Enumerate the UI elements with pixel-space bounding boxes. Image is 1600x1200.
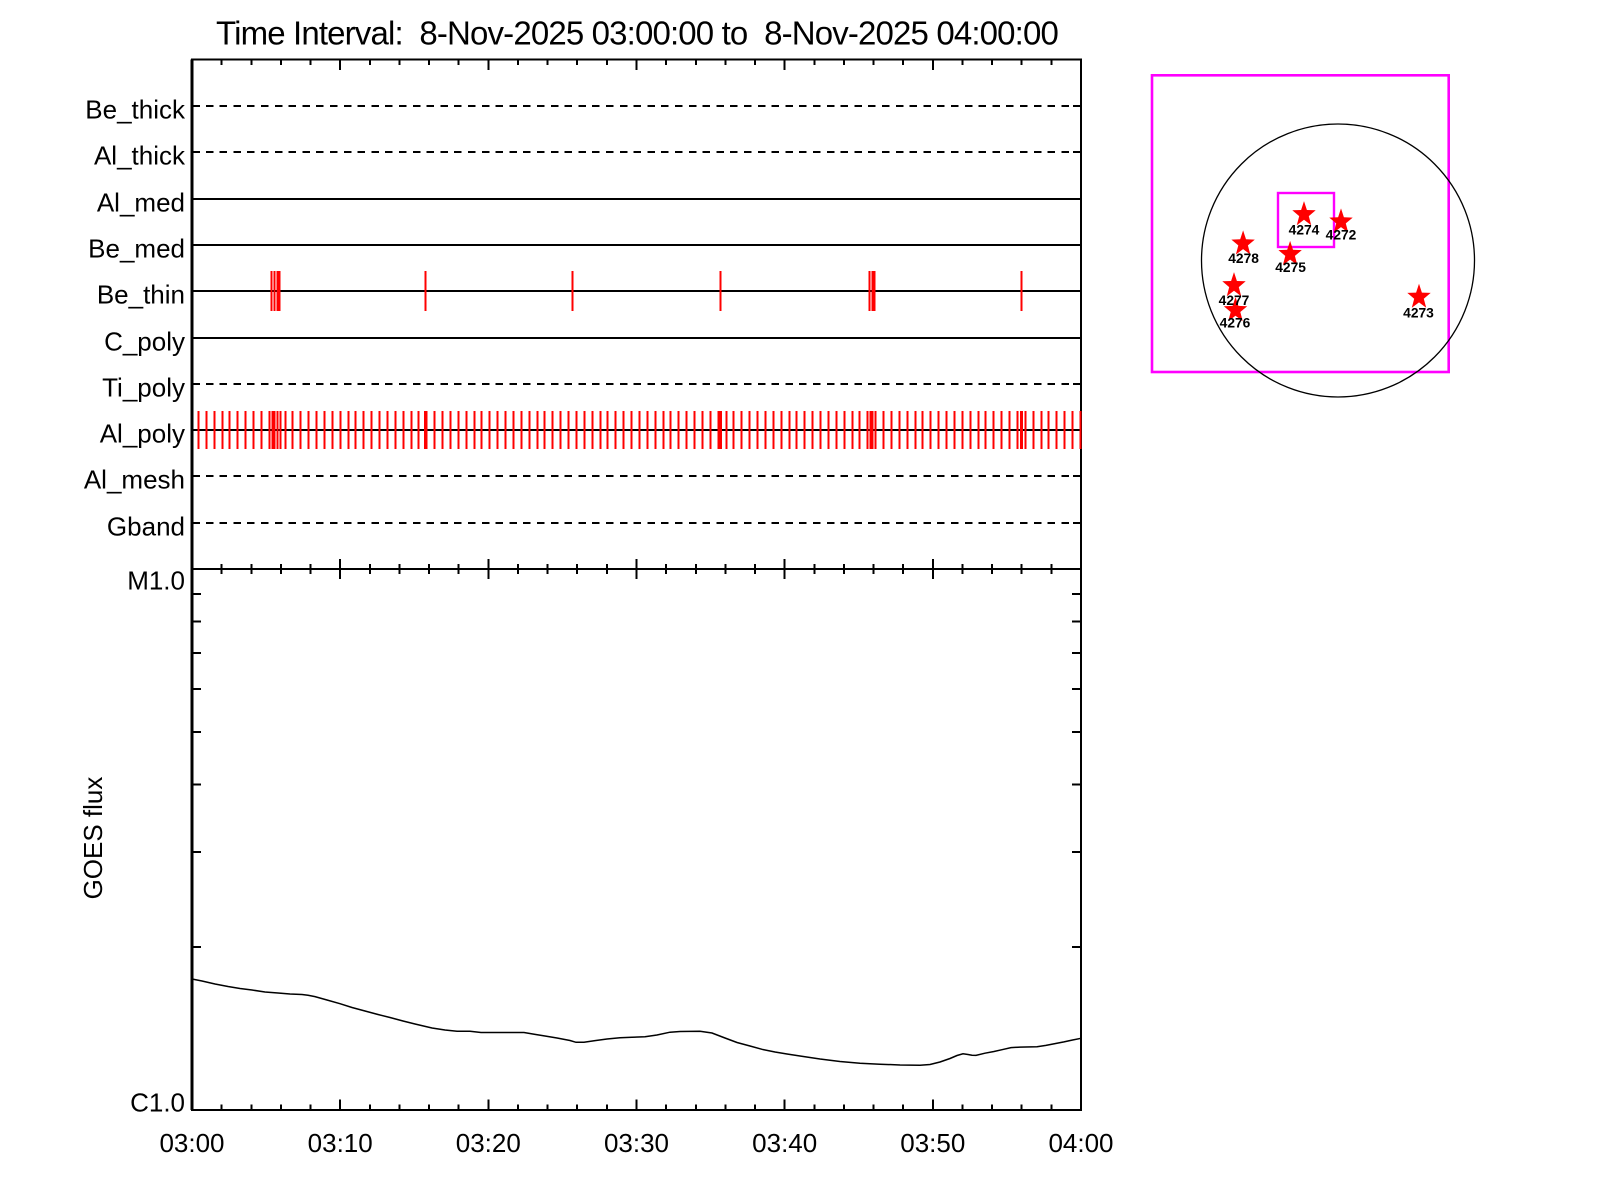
svg-text:Be_thin: Be_thin	[97, 279, 185, 309]
svg-text:03:10: 03:10	[308, 1128, 373, 1158]
svg-text:Al_mesh: Al_mesh	[84, 464, 185, 494]
svg-text:Be_med: Be_med	[88, 233, 185, 263]
svg-text:4276: 4276	[1220, 316, 1251, 331]
svg-text:4273: 4273	[1403, 305, 1434, 320]
svg-text:4277: 4277	[1219, 293, 1250, 308]
svg-text:4272: 4272	[1326, 228, 1357, 243]
svg-text:03:50: 03:50	[900, 1128, 965, 1158]
svg-text:03:30: 03:30	[604, 1128, 669, 1158]
svg-text:Time Interval: 8-Nov-2025 03:: Time Interval: 8-Nov-2025 03:00:00 to 8-…	[216, 15, 1058, 52]
svg-text:C_poly: C_poly	[104, 326, 185, 356]
svg-text:4275: 4275	[1275, 260, 1306, 275]
svg-text:GOES flux: GOES flux	[78, 777, 108, 900]
svg-text:Be_thick: Be_thick	[85, 94, 186, 124]
svg-text:4278: 4278	[1228, 251, 1259, 266]
svg-text:Al_poly: Al_poly	[100, 418, 185, 448]
svg-text:04:00: 04:00	[1048, 1128, 1113, 1158]
svg-text:Al_med: Al_med	[97, 187, 185, 217]
svg-text:4274: 4274	[1289, 223, 1320, 238]
svg-text:Ti_poly: Ti_poly	[102, 372, 185, 402]
svg-text:C1.0: C1.0	[130, 1088, 185, 1118]
svg-text:Al_thick: Al_thick	[94, 140, 186, 170]
svg-text:03:40: 03:40	[752, 1128, 817, 1158]
svg-text:03:20: 03:20	[456, 1128, 521, 1158]
svg-text:Gband: Gband	[107, 511, 185, 541]
svg-text:03:00: 03:00	[159, 1128, 224, 1158]
svg-text:M1.0: M1.0	[127, 565, 185, 595]
